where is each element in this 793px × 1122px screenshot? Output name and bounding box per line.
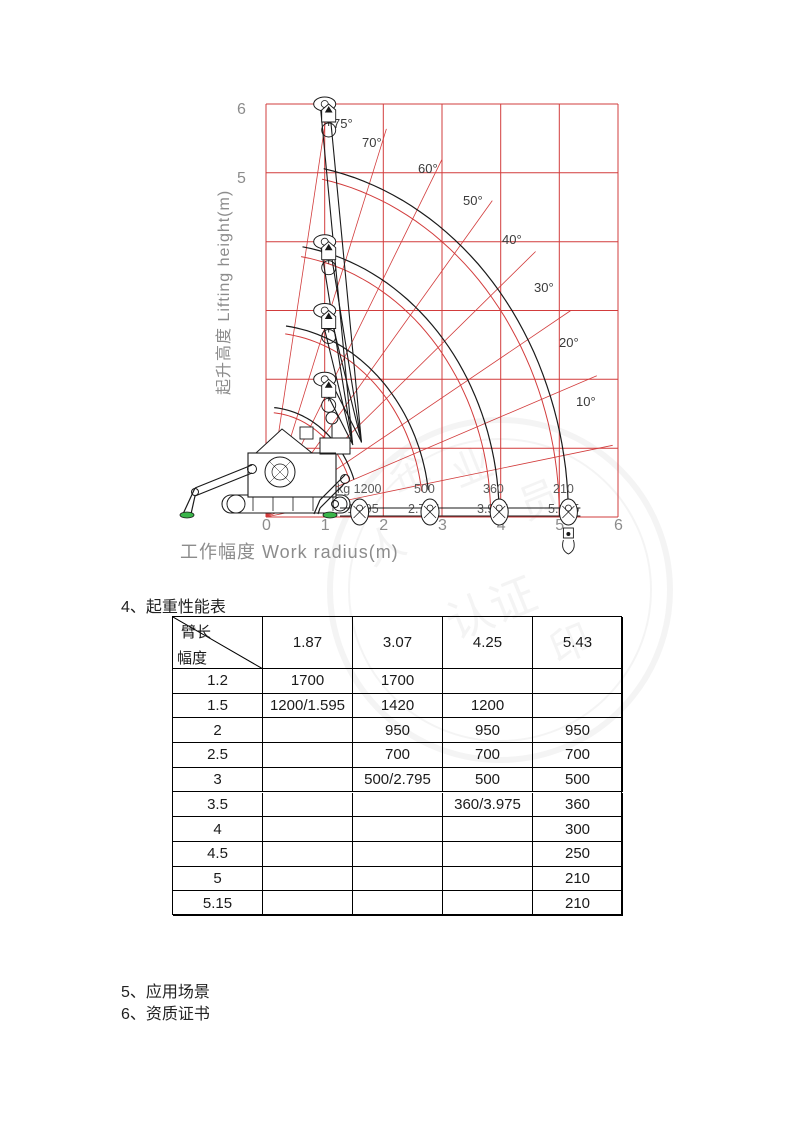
svg-text:60°: 60°	[418, 161, 438, 176]
svg-text:6: 6	[237, 101, 246, 118]
svg-text:20°: 20°	[559, 335, 579, 350]
svg-text:50°: 50°	[463, 193, 483, 208]
svg-text:30°: 30°	[534, 280, 554, 295]
svg-text:70°: 70°	[362, 135, 382, 150]
svg-text:500: 500	[414, 482, 435, 496]
svg-text:5: 5	[237, 170, 246, 187]
svg-text:6: 6	[614, 517, 623, 534]
svg-text:210: 210	[553, 482, 574, 496]
svg-text:40°: 40°	[502, 232, 522, 247]
svg-text:0: 0	[262, 517, 271, 534]
svg-text:2: 2	[379, 517, 388, 534]
svg-text:1: 1	[321, 517, 330, 534]
svg-text:360: 360	[483, 482, 504, 496]
svg-text:10°: 10°	[576, 394, 596, 409]
svg-text:3: 3	[438, 517, 447, 534]
